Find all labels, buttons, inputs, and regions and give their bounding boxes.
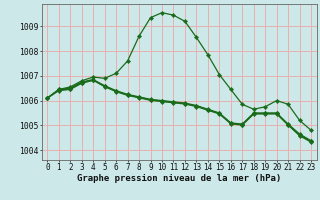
X-axis label: Graphe pression niveau de la mer (hPa): Graphe pression niveau de la mer (hPa) xyxy=(77,174,281,183)
